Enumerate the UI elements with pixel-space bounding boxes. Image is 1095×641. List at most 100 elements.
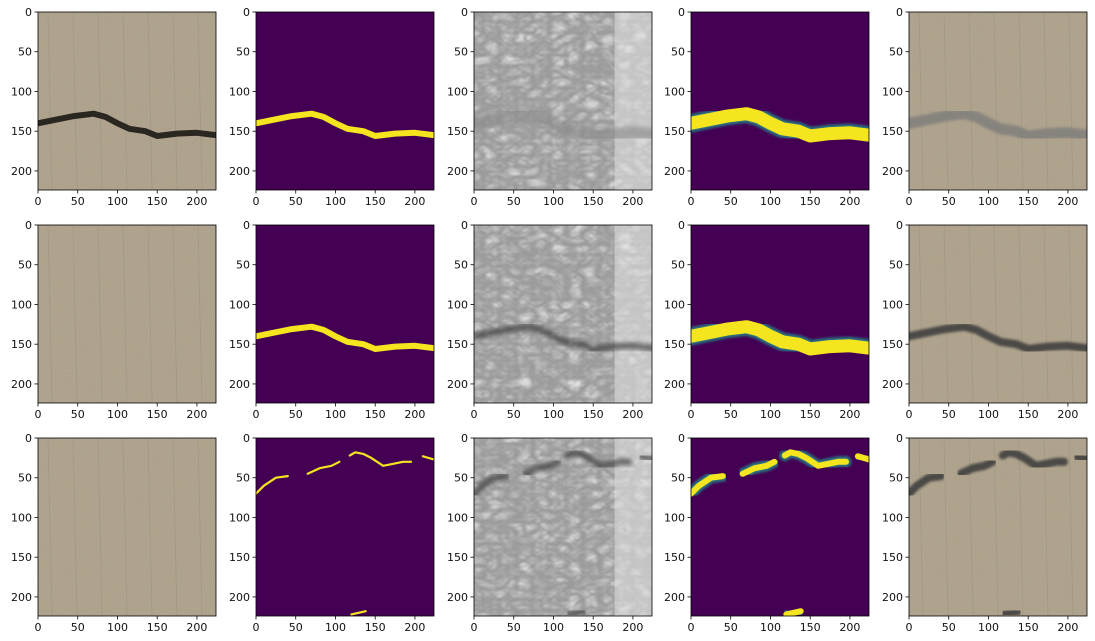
x-tick-label: 50 (942, 621, 956, 634)
panel-r3-c3: 0 50 100 150 200 0 50 100 150 200 (447, 432, 653, 634)
x-tick-label: 200 (186, 408, 207, 421)
panel-r3-c4: 0 50 100 150 200 0 50 100 150 200 (664, 432, 870, 634)
y-tick-label: 100 (882, 85, 903, 98)
y-tick-label: 0 (461, 432, 468, 445)
predicted-crack (783, 608, 804, 616)
x-tick-label: 150 (147, 195, 168, 208)
x-tick-label: 200 (622, 408, 643, 421)
y-tick-label: 0 (243, 432, 250, 445)
y-tick-label: 0 (243, 6, 250, 19)
y-tick-label: 200 (882, 165, 903, 178)
x-tick-label: 50 (942, 195, 956, 208)
mask-crack (350, 610, 367, 616)
y-tick-label: 0 (678, 432, 685, 445)
x-tick-label: 150 (583, 408, 604, 421)
axes-frame (690, 437, 870, 617)
y-tick-label: 150 (882, 125, 903, 138)
crack-overlay (956, 457, 997, 478)
y-tick-label: 0 (896, 432, 903, 445)
x-tick-label: 0 (471, 621, 478, 634)
concrete-texture (909, 225, 1087, 403)
mask-crack (256, 110, 434, 139)
y-tick-label: 200 (664, 378, 685, 391)
x-tick-label: 200 (839, 408, 860, 421)
x-tick-label: 100 (107, 621, 128, 634)
axes-frame (473, 224, 653, 404)
axes-frame (690, 11, 870, 191)
y-tick-label: 200 (229, 165, 250, 178)
x-tick-label: 50 (507, 195, 521, 208)
y-tick-label: 100 (664, 85, 685, 98)
y-tick-label: 150 (229, 338, 250, 351)
panels-layer: 0 50 100 150 200 0 50 100 150 200 0 50 100 150 200 0 50 1… (11, 6, 1088, 634)
y-tick-label: 0 (896, 219, 903, 232)
y-tick-label: 200 (882, 591, 903, 604)
y-tick-label: 0 (25, 6, 32, 19)
crack-trace (565, 607, 588, 616)
mask-background (691, 438, 869, 616)
y-tick-label: 150 (882, 338, 903, 351)
y-tick-label: 200 (229, 591, 250, 604)
x-tick-label: 50 (724, 195, 738, 208)
x-tick-label: 0 (253, 195, 260, 208)
mask-crack (306, 460, 341, 475)
y-tick-label: 200 (664, 165, 685, 178)
x-tick-label: 200 (1057, 408, 1078, 421)
x-tick-label: 100 (107, 408, 128, 421)
x-tick-label: 100 (760, 195, 781, 208)
panel-r3-c5: 0 50 100 150 200 0 50 100 150 200 (882, 432, 1088, 634)
axes-frame (908, 224, 1088, 404)
y-tick-label: 0 (461, 6, 468, 19)
panel-r2-c4: 0 50 100 150 200 0 50 100 150 200 (664, 219, 870, 421)
y-tick-label: 150 (447, 338, 468, 351)
y-tick-label: 100 (11, 298, 32, 311)
x-tick-label: 150 (147, 408, 168, 421)
concrete-texture (909, 12, 1087, 190)
panel-r2-c5: 0 50 100 150 200 0 50 100 150 200 (882, 219, 1088, 421)
panel-r3-c2: 0 50 100 150 200 0 50 100 150 200 (229, 432, 435, 634)
x-tick-label: 0 (688, 195, 695, 208)
x-tick-label: 0 (906, 195, 913, 208)
y-tick-label: 100 (664, 298, 685, 311)
y-tick-label: 100 (882, 298, 903, 311)
y-tick-label: 0 (678, 219, 685, 232)
predicted-crack (691, 320, 869, 356)
y-tick-label: 150 (664, 551, 685, 564)
y-tick-label: 150 (664, 338, 685, 351)
y-tick-label: 200 (447, 165, 468, 178)
crack-trace (474, 472, 510, 498)
mask-background (256, 225, 434, 403)
mask-crack (348, 451, 413, 467)
axes-frame (473, 437, 653, 617)
y-tick-label: 50 (454, 472, 468, 485)
crack-trace (637, 452, 652, 463)
y-tick-label: 150 (447, 551, 468, 564)
crack-trace (564, 448, 633, 470)
y-tick-label: 200 (11, 378, 32, 391)
mask-crack (256, 323, 434, 352)
axes-frame (37, 11, 217, 191)
y-tick-label: 0 (25, 219, 32, 232)
x-tick-label: 50 (71, 195, 85, 208)
x-tick-label: 0 (688, 408, 695, 421)
x-tick-label: 200 (404, 195, 425, 208)
y-tick-label: 50 (671, 472, 685, 485)
x-tick-label: 50 (289, 195, 303, 208)
x-tick-label: 0 (688, 621, 695, 634)
x-tick-label: 200 (839, 621, 860, 634)
y-tick-label: 100 (229, 298, 250, 311)
panel-r1-c2: 0 50 100 150 200 0 50 100 150 200 (229, 6, 435, 208)
predicted-crack (781, 449, 849, 469)
x-tick-label: 200 (1057, 195, 1078, 208)
crack-trace (522, 458, 561, 478)
x-tick-label: 100 (107, 195, 128, 208)
y-tick-label: 150 (11, 125, 32, 138)
axes-frame (908, 11, 1088, 191)
y-tick-label: 150 (229, 125, 250, 138)
x-tick-label: 0 (35, 195, 42, 208)
predicted-crack (854, 453, 869, 463)
y-tick-label: 50 (236, 259, 250, 272)
x-tick-label: 100 (978, 195, 999, 208)
x-tick-label: 150 (365, 621, 386, 634)
axes-frame (473, 11, 653, 191)
